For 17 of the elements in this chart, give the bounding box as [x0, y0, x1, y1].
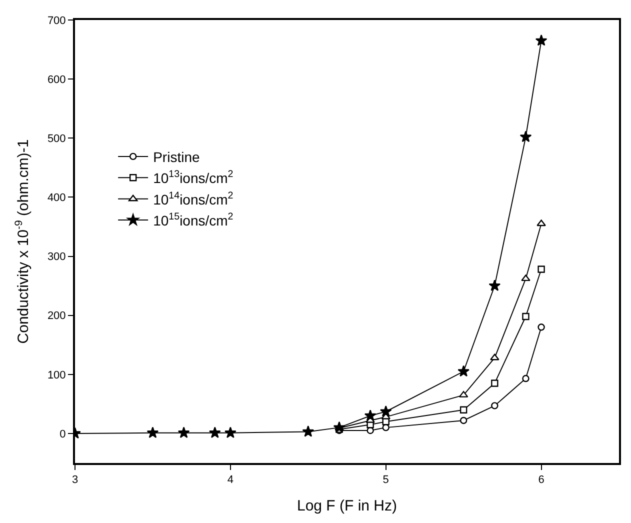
legend-label: 10$^{13}$ions/cm$^{2}$ — [153, 169, 234, 186]
x-tick-label: 5 — [382, 474, 389, 486]
x-tick-label: 3 — [72, 474, 78, 486]
x-axis-title: Log F (F in Hz) — [296, 498, 398, 515]
y-tick-label: 300 — [47, 251, 66, 264]
legend-label: 10$^{14}$ions/cm$^{2}$ — [153, 190, 234, 208]
x-tick-label: 4 — [227, 474, 234, 486]
x-tick-label: 6 — [538, 474, 544, 486]
y-tick-label: 500 — [47, 132, 66, 145]
y-tick-label: 700 — [47, 14, 66, 27]
legend-label: 10$^{15}$ions/cm$^{2}$ — [153, 212, 234, 228]
y-tick-label: 400 — [47, 192, 66, 204]
y-tick-label: 100 — [47, 369, 66, 382]
y-tick-label: 200 — [47, 310, 66, 322]
y-tick-label: 0 — [60, 428, 66, 440]
y-tick-label: 600 — [47, 74, 66, 86]
legend-label: Pristine — [153, 148, 200, 165]
